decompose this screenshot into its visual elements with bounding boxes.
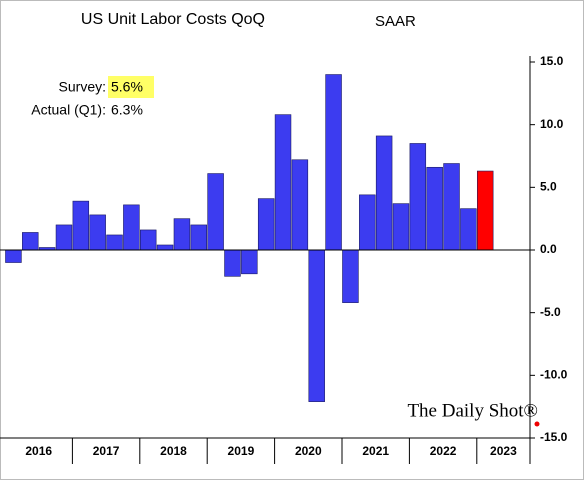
annotation-value: 6.3%: [111, 102, 143, 118]
bar: [55, 224, 73, 251]
bar: [72, 200, 90, 251]
bar: [460, 208, 477, 251]
y-tick-label: 10.0: [540, 117, 564, 131]
bar: [106, 234, 123, 251]
bar: [291, 159, 309, 251]
x-tick-label: 2016: [25, 444, 52, 458]
y-tick-label: 0.0: [540, 242, 557, 256]
chart-title: US Unit Labor Costs QoQ: [81, 11, 265, 28]
bar: [207, 173, 224, 251]
bar: [22, 232, 39, 251]
x-tick-label: 2019: [228, 444, 255, 458]
bar: [224, 249, 241, 277]
bar: [426, 166, 443, 251]
annotation-value: 5.6%: [111, 79, 143, 95]
bar: [156, 244, 174, 251]
bar: [5, 249, 22, 263]
bar: [274, 114, 292, 251]
bar: [140, 229, 157, 251]
highlight-box: [108, 76, 154, 98]
bar: [409, 143, 427, 251]
bar: [89, 214, 106, 251]
watermark-dot: [534, 421, 540, 427]
bar: [342, 249, 359, 303]
bar: [325, 74, 342, 251]
bar: [173, 218, 191, 251]
annotation-label: Survey:: [59, 79, 106, 95]
chart-subtitle: SAAR: [375, 13, 416, 30]
y-tick-label: -5.0: [540, 305, 561, 319]
bar: [359, 194, 376, 251]
x-tick-label: 2022: [430, 444, 457, 458]
bar: [241, 249, 258, 275]
bar: [123, 204, 140, 251]
bar: [257, 198, 275, 251]
x-tick-label: 2017: [93, 444, 120, 458]
y-tick-label: -15.0: [540, 430, 568, 444]
bar: [476, 170, 494, 251]
bar: [443, 163, 460, 251]
bar: [190, 224, 208, 251]
x-tick-label: 2020: [295, 444, 322, 458]
x-tick-label: 2023: [490, 444, 517, 458]
x-tick-label: 2018: [160, 444, 187, 458]
y-tick-label: 15.0: [540, 54, 564, 68]
y-tick-label: -10.0: [540, 368, 568, 382]
x-tick-label: 2021: [362, 444, 389, 458]
y-tick-label: 5.0: [540, 180, 557, 194]
annotation-label: Actual (Q1):: [31, 102, 106, 118]
watermark: The Daily Shot®: [407, 400, 538, 421]
bar: [308, 249, 325, 402]
bar: [392, 203, 410, 251]
bar: [375, 135, 393, 251]
